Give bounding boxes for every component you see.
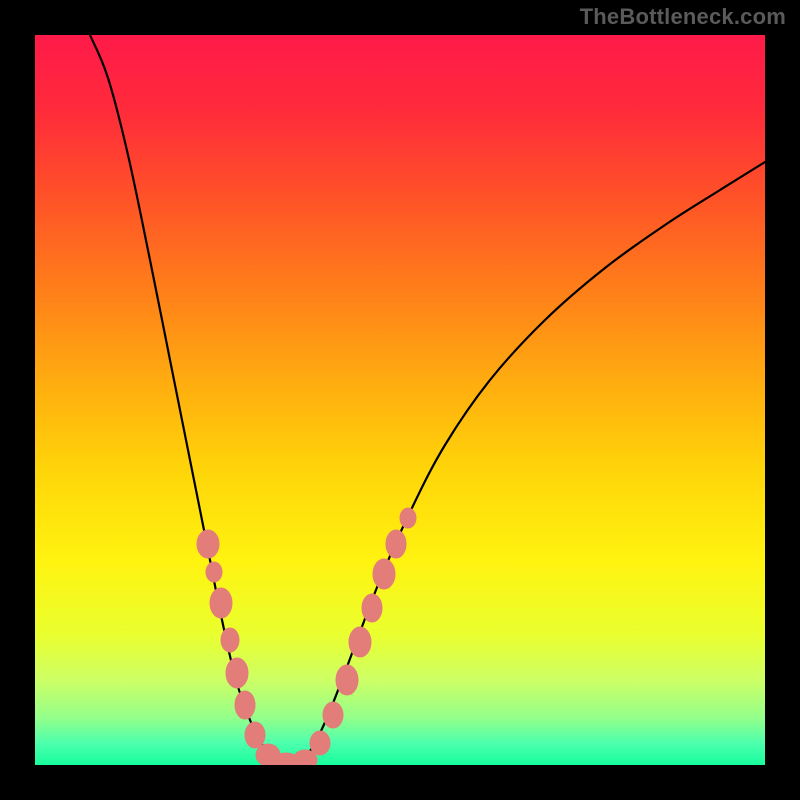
curve-marker (221, 628, 239, 652)
curve-marker (336, 665, 358, 695)
curve-marker (210, 588, 232, 618)
curve-marker (362, 594, 382, 622)
curve-marker (226, 658, 248, 688)
curve-marker (323, 702, 343, 728)
curve-marker (310, 731, 330, 755)
curve-marker (235, 691, 255, 719)
curve-marker (206, 562, 222, 582)
watermark-text: TheBottleneck.com (580, 4, 786, 30)
curve-marker (197, 530, 219, 558)
plot-area (35, 35, 765, 773)
chart-container: TheBottleneck.com (0, 0, 800, 800)
curve-marker (245, 722, 265, 748)
gradient-background (35, 35, 765, 765)
curve-marker (349, 627, 371, 657)
curve-marker (373, 559, 395, 589)
curve-marker (386, 530, 406, 558)
chart-svg (0, 0, 800, 800)
curve-marker (400, 508, 416, 528)
